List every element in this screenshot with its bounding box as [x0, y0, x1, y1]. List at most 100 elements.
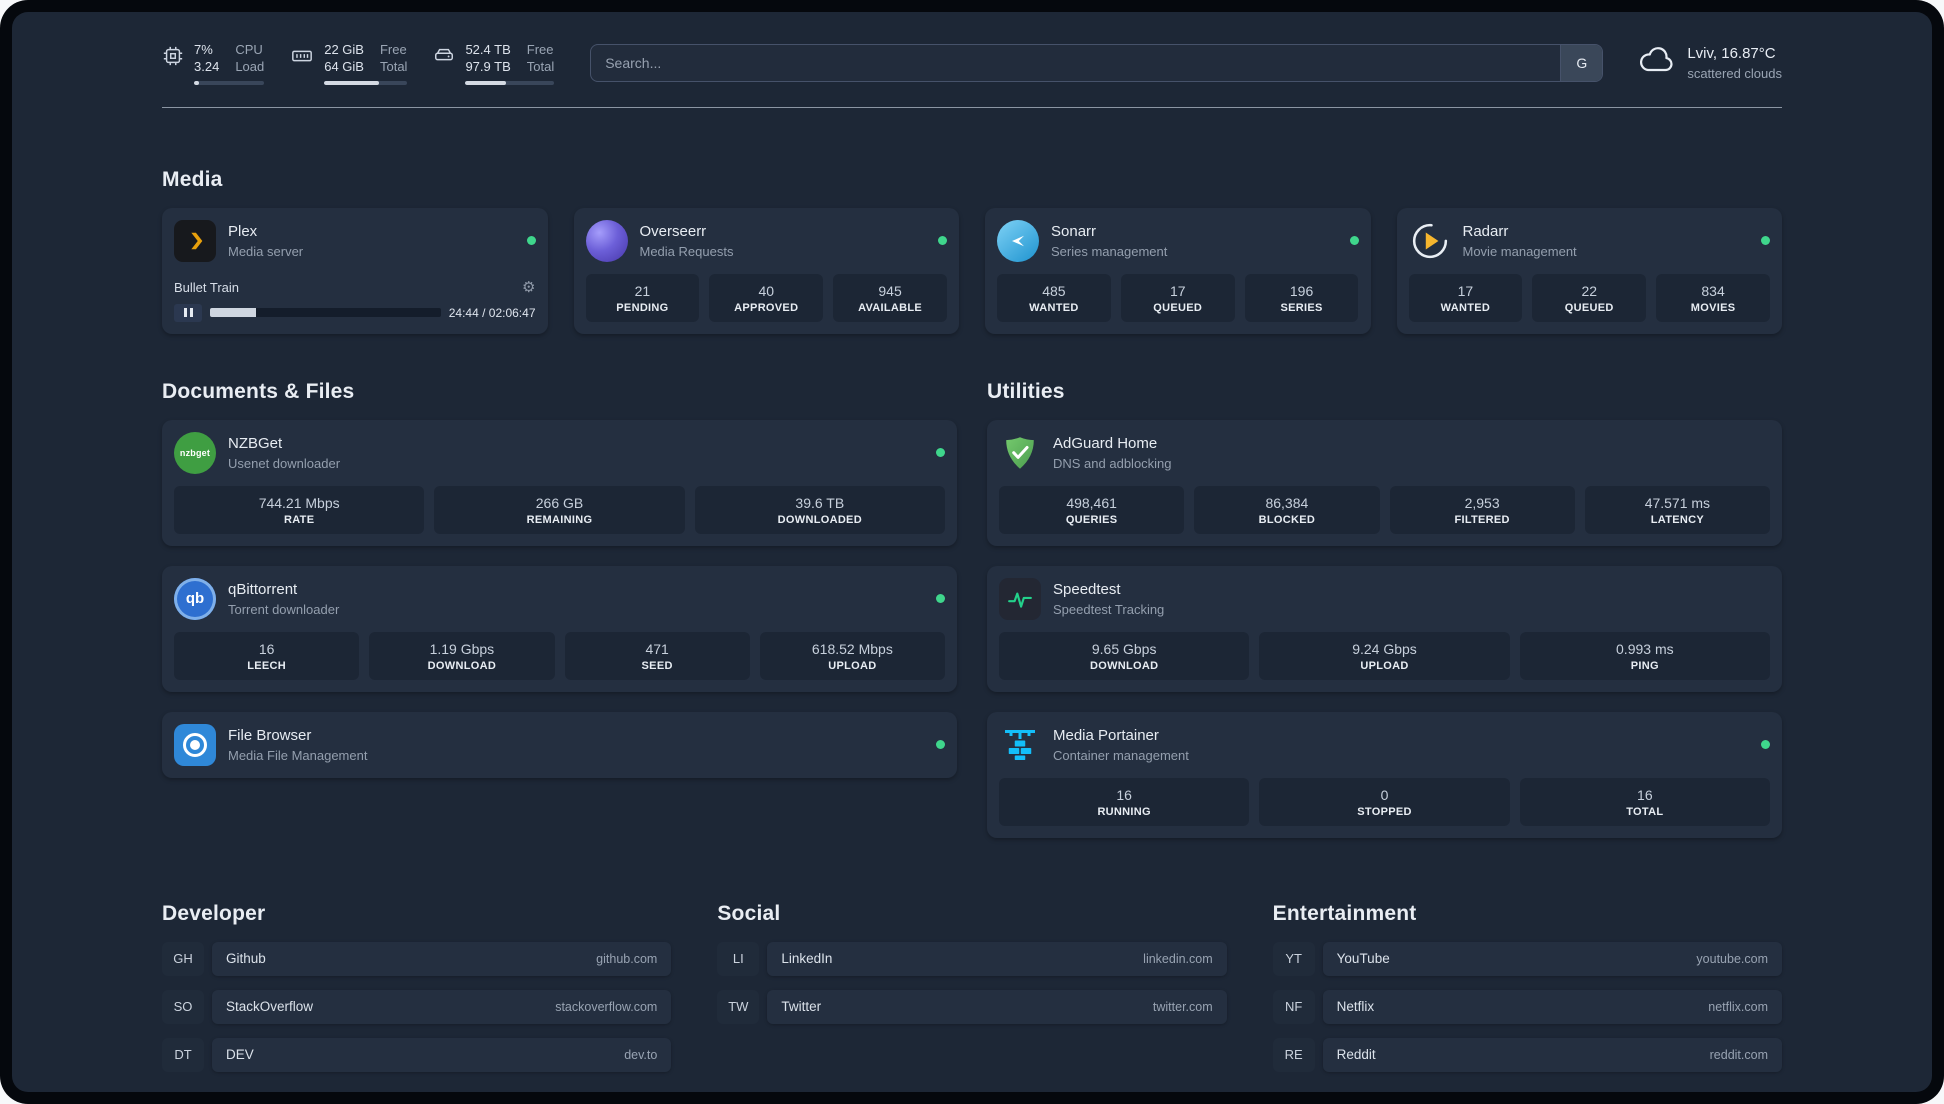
disk-bar: [465, 80, 555, 85]
service-card-qbittorrent[interactable]: qb qBittorrent Torrent downloader 16 LEE…: [162, 565, 957, 692]
header-divider: [162, 106, 1782, 108]
stat-tile: 9.65 Gbps DOWNLOAD: [999, 631, 1250, 680]
cpu-percent: 7%: [194, 42, 213, 57]
service-name: Radarr: [1462, 222, 1509, 240]
disk-label-total: Total: [526, 58, 555, 74]
sonarr-icon: [997, 219, 1039, 262]
qbittorrent-icon: qb: [174, 577, 216, 620]
bookmark-abbr: NF: [1272, 989, 1315, 1024]
bookmark-abbr: YT: [1272, 941, 1315, 976]
search-provider-button[interactable]: G: [1560, 45, 1603, 82]
service-card-nzbget[interactable]: nzbget NZBGet Usenet downloader 744.21 M…: [162, 419, 957, 546]
bookmark-twitter[interactable]: TW Twitter twitter.com: [717, 989, 1227, 1024]
gear-icon[interactable]: ⚙: [522, 278, 536, 296]
stat-tile: 17 QUEUED: [1120, 273, 1235, 322]
stat-tile: 47.571 ms LATENCY: [1584, 485, 1770, 534]
stat-tile: 21 PENDING: [585, 273, 700, 322]
service-card-overseerr[interactable]: Overseerr Media Requests 21 PENDING 40 A…: [573, 207, 959, 334]
status-dot: [938, 236, 947, 246]
now-playing-title: Bullet Train: [174, 279, 240, 295]
cpu-label-2: Load: [235, 58, 265, 74]
memory-free: 22 GiB: [324, 42, 364, 57]
bookmark-linkedin[interactable]: LI LinkedIn linkedin.com: [717, 941, 1227, 976]
speedtest-icon: [999, 577, 1041, 620]
bookmark-abbr: TW: [717, 989, 760, 1024]
service-card-portainer[interactable]: Media Portainer Container management 16 …: [987, 711, 1782, 838]
bookmark-abbr: RE: [1272, 1037, 1315, 1072]
nzbget-icon: nzbget: [174, 431, 216, 474]
bookmark-url: linkedin.com: [1143, 951, 1213, 966]
pause-button[interactable]: [174, 303, 202, 322]
stat-tile: 618.52 Mbps UPLOAD: [759, 631, 945, 680]
service-subtitle: Media File Management: [228, 747, 368, 763]
memory-total: 64 GiB: [324, 58, 364, 74]
bookmark-name: Reddit: [1336, 1047, 1376, 1063]
stat-tile: 16 LEECH: [174, 631, 360, 680]
disk-icon: [433, 45, 455, 72]
cpu-loadavg: 3.24: [194, 58, 220, 74]
memory-widget: 22 GiB 64 GiB Free Total: [290, 42, 408, 85]
playback-progress-track: [210, 308, 441, 318]
bookmark-name: YouTube: [1336, 951, 1390, 967]
bookmark-netflix[interactable]: NF Netflix netflix.com: [1272, 989, 1782, 1024]
filebrowser-icon: [174, 723, 216, 766]
service-card-filebrowser[interactable]: File Browser Media File Management: [162, 711, 957, 778]
stat-tile: 9.24 Gbps UPLOAD: [1259, 631, 1510, 680]
cloud-icon: [1639, 46, 1675, 80]
service-card-adguard[interactable]: AdGuard Home DNS and adblocking 498,461 …: [987, 419, 1782, 546]
stat-tile: 945 AVAILABLE: [833, 273, 947, 322]
plex-icon: [174, 219, 216, 262]
disk-label-free: Free: [526, 42, 554, 57]
service-name: qBittorrent: [228, 580, 298, 598]
radarr-icon: [1409, 220, 1451, 262]
service-name: Overseerr: [639, 222, 707, 240]
stat-tile: 196 SERIES: [1244, 273, 1359, 322]
disk-free: 52.4 TB: [465, 42, 511, 57]
stat-tile: 40 APPROVED: [709, 273, 824, 322]
service-card-sonarr[interactable]: Sonarr Series management 485 WANTED 17 Q…: [985, 207, 1371, 334]
service-name: Speedtest: [1053, 580, 1121, 598]
status-dot: [1761, 236, 1770, 246]
memory-label-free: Free: [379, 42, 407, 57]
bookmark-dev[interactable]: DT DEV dev.to: [162, 1037, 672, 1072]
status-dot: [936, 594, 945, 604]
bookmark-reddit[interactable]: RE Reddit reddit.com: [1272, 1037, 1782, 1072]
bookmark-url: reddit.com: [1709, 1047, 1768, 1062]
playback-time: 24:44 / 02:06:47: [448, 305, 536, 320]
section-title-utilities: Utilities: [987, 379, 1065, 403]
service-card-plex[interactable]: Plex Media server Bullet Train ⚙ 24:44 /…: [162, 207, 548, 334]
service-card-speedtest[interactable]: Speedtest Speedtest Tracking 9.65 Gbps D…: [987, 565, 1782, 692]
service-subtitle: Series management: [1051, 243, 1168, 259]
disk-widget: 52.4 TB 97.9 TB Free Total: [433, 42, 555, 85]
bookmark-group-title: Developer: [162, 901, 266, 925]
search-box: G: [590, 44, 1604, 83]
service-subtitle: Usenet downloader: [228, 455, 341, 471]
bookmark-stackoverflow[interactable]: SO StackOverflow stackoverflow.com: [162, 989, 672, 1024]
weather-condition: scattered clouds: [1687, 65, 1782, 81]
bookmark-url: netflix.com: [1708, 999, 1768, 1014]
status-dot: [936, 740, 945, 750]
stat-tile: 0.993 ms PING: [1519, 631, 1770, 680]
search-input[interactable]: [591, 45, 1561, 82]
bookmark-youtube[interactable]: YT YouTube youtube.com: [1272, 941, 1782, 976]
bookmark-name: Twitter: [781, 999, 822, 1015]
bookmark-abbr: DT: [162, 1037, 204, 1072]
service-name: Media Portainer: [1053, 726, 1159, 744]
bookmark-name: DEV: [226, 1047, 254, 1063]
cpu-label: CPU: [235, 42, 263, 57]
stat-tile: 485 WANTED: [997, 273, 1111, 322]
service-subtitle: Media server: [228, 243, 304, 259]
weather-widget: Lviv, 16.87°C scattered clouds: [1639, 44, 1782, 82]
stat-tile: 22 QUEUED: [1532, 273, 1647, 322]
service-name: File Browser: [228, 726, 312, 744]
stat-tile: 1.19 Gbps DOWNLOAD: [369, 631, 555, 680]
dashboard-panel: 7% 3.24 CPU Load: [12, 12, 1932, 1092]
section-utilities: Utilities: [987, 380, 1782, 838]
service-card-radarr[interactable]: Radarr Movie management 17 WANTED 22 QUE…: [1396, 207, 1782, 334]
stat-tile: 834 MOVIES: [1656, 273, 1770, 322]
stat-tile: 39.6 TB DOWNLOADED: [694, 485, 945, 534]
service-name: Sonarr: [1051, 222, 1097, 240]
service-subtitle: Container management: [1053, 747, 1189, 763]
bookmark-github[interactable]: GH Github github.com: [162, 941, 672, 976]
